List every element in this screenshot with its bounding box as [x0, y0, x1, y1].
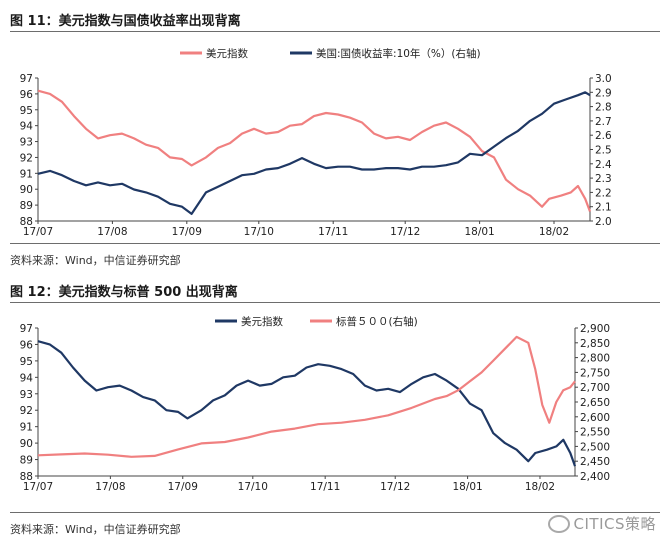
figure-11-source-rule	[10, 243, 660, 244]
y-tick-label-right: 2.4	[595, 159, 612, 171]
x-tick-label: 17/08	[97, 226, 127, 238]
y-tick-label-right: 2.7	[595, 116, 612, 128]
y-tick-label-right: 2.9	[595, 87, 612, 99]
y-tick-label-left: 88	[20, 216, 33, 228]
y-tick-label-left: 95	[20, 356, 33, 368]
y-tick-label-left: 92	[20, 405, 33, 417]
y-tick-label-left: 92	[20, 152, 33, 164]
y-tick-label-left: 97	[20, 73, 33, 85]
x-tick-label: 18/01	[452, 481, 482, 493]
y-tick-label-right: 3.0	[595, 73, 612, 85]
y-tick-label-left: 89	[20, 455, 33, 467]
x-tick-label: 17/10	[238, 481, 268, 493]
y-tick-label-left: 95	[20, 105, 33, 117]
legend-label-1: 美元指数	[206, 47, 248, 60]
y-tick-label-left: 96	[20, 339, 34, 351]
figure-11-title: 图 11：美元指数与国债收益率出现背离	[10, 14, 241, 29]
x-tick-label: 17/07	[23, 226, 53, 238]
series-line-2	[37, 91, 591, 215]
series-line-2	[37, 335, 576, 458]
y-tick-label-right: 2,500	[580, 441, 610, 453]
y-tick-label-right: 2,400	[580, 471, 610, 483]
y-tick-label-left: 97	[20, 323, 33, 335]
figure-12-source-rule	[10, 512, 660, 513]
y-tick-label-left: 90	[20, 184, 33, 196]
y-tick-label-right: 2.2	[595, 187, 612, 199]
figure-12-title-rule	[10, 302, 660, 303]
y-tick-label-right: 2,450	[580, 456, 610, 468]
x-tick-label: 17/12	[380, 481, 410, 493]
x-tick-label: 17/12	[390, 226, 420, 238]
y-tick-label-left: 91	[20, 422, 33, 434]
y-tick-label-right: 2.8	[595, 102, 612, 114]
x-tick-label: 17/08	[95, 481, 125, 493]
y-tick-label-right: 2,800	[580, 353, 610, 365]
y-tick-label-right: 2,850	[580, 338, 610, 350]
y-tick-label-right: 2.1	[595, 202, 612, 214]
legend-label-2: 美国:国债收益率:10年（%）(右轴)	[316, 47, 481, 60]
x-tick-label: 18/02	[539, 226, 569, 238]
y-tick-label-left: 93	[20, 389, 33, 401]
y-tick-label-right: 2,600	[580, 412, 610, 424]
y-tick-label-left: 94	[20, 121, 34, 133]
y-tick-label-left: 90	[20, 438, 33, 450]
figure-11-source: 资料来源：Wind，中信证券研究部	[10, 254, 181, 267]
series-line-1	[37, 89, 592, 212]
y-tick-label-left: 94	[20, 372, 34, 384]
y-tick-label-right: 2,900	[580, 323, 610, 335]
figure-12-source: 资料来源：Wind，中信证券研究部	[10, 523, 181, 536]
legend-label-2: 标普５００(右轴)	[336, 315, 418, 328]
y-tick-label-right: 2,700	[580, 382, 610, 394]
y-tick-label-left: 93	[20, 137, 33, 149]
x-tick-label: 17/10	[244, 226, 274, 238]
y-tick-label-left: 96	[20, 89, 34, 101]
y-tick-label-left: 88	[20, 471, 33, 483]
legend-label-1: 美元指数	[241, 315, 283, 328]
y-tick-label-right: 2.6	[595, 130, 612, 142]
y-tick-label-right: 2.0	[595, 216, 612, 228]
figure-12-title: 图 12：美元指数与标普 500 出现背离	[10, 285, 238, 300]
x-tick-label: 17/09	[168, 481, 198, 493]
y-tick-label-right: 2.3	[595, 173, 612, 185]
y-tick-label-right: 2,650	[580, 397, 610, 409]
x-tick-label: 18/01	[464, 226, 494, 238]
wechat-icon	[547, 514, 570, 533]
y-tick-label-right: 2,750	[580, 367, 610, 379]
watermark-text: CITICS策略	[573, 515, 656, 533]
x-tick-label: 17/07	[23, 481, 53, 493]
y-tick-label-left: 91	[20, 168, 33, 180]
figure-11-title-rule	[10, 31, 660, 32]
x-tick-label: 18/02	[525, 481, 555, 493]
chart-dollar-vs-sp500: 88 89 90 91 92 93 94 95 96 97 2,400 2,450 2,500 2,550…	[20, 315, 610, 493]
x-tick-label: 17/11	[318, 226, 348, 238]
series-line-1	[37, 340, 577, 467]
x-tick-label: 17/11	[310, 481, 340, 493]
y-tick-label-left: 89	[20, 200, 33, 212]
watermark: CITICS策略	[547, 513, 656, 534]
x-tick-label: 17/09	[172, 226, 202, 238]
y-tick-label-right: 2.5	[595, 145, 612, 157]
chart-dollar-vs-treasury: 88 89 90 91 92 93 94 95 96 97 2.0 2.1 2.2 2.3 2.4 2.5 2.…	[20, 47, 612, 238]
y-tick-label-right: 2,550	[580, 427, 610, 439]
